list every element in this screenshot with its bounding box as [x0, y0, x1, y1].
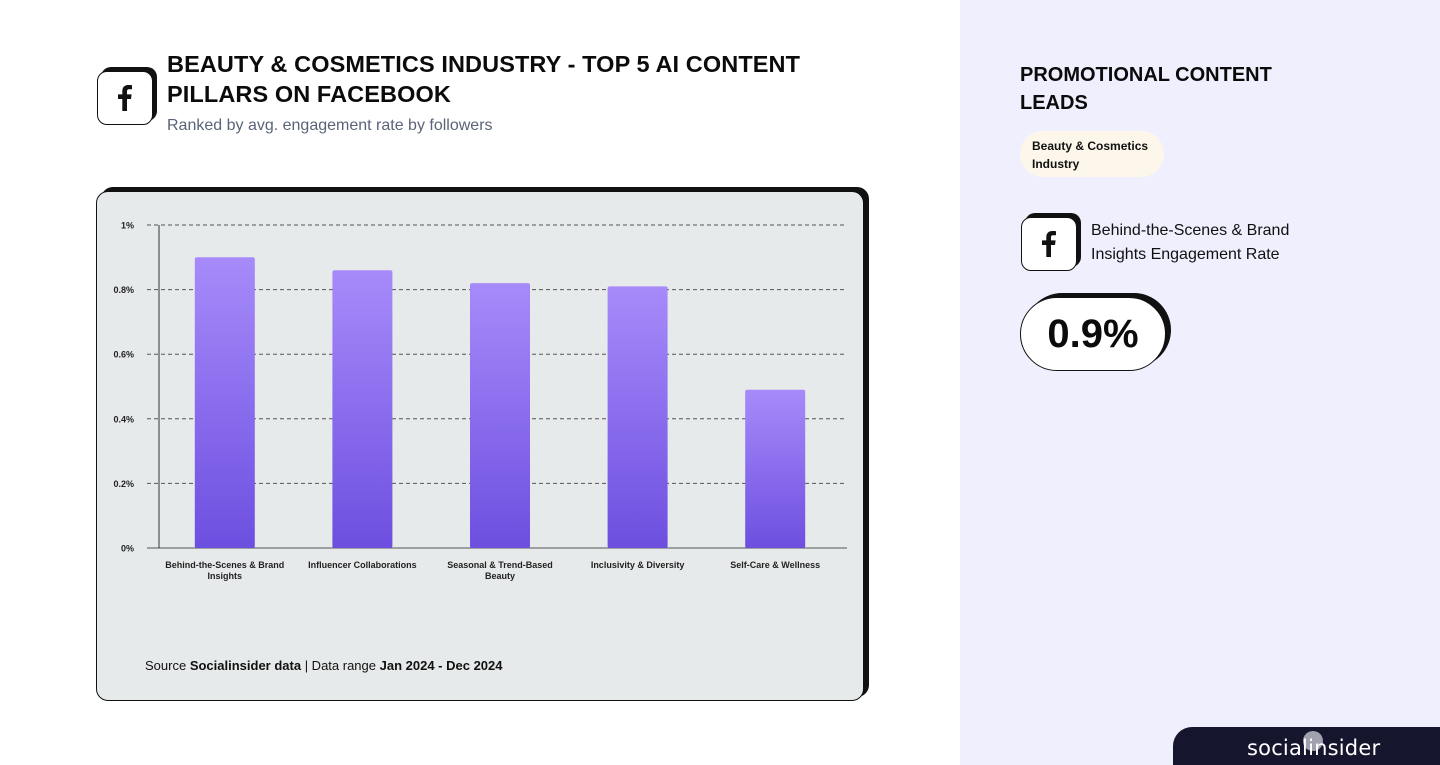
- bar: [607, 286, 668, 548]
- x-tick-label: Self-Care & Wellness: [730, 560, 820, 570]
- x-tick-label: Inclusivity & Diversity: [591, 560, 685, 570]
- x-tick-label: Influencer Collaborations: [308, 560, 417, 570]
- bar: [332, 270, 393, 548]
- source-range: Jan 2024 - Dec 2024: [379, 658, 503, 673]
- y-tick-label: 0.8%: [113, 285, 134, 295]
- chart-card: 0% 0.2% 0.4% 0.6% 0.8% 1% Behind-the-Scenes & …: [96, 191, 864, 701]
- y-tick-label: 0.4%: [113, 414, 134, 424]
- chart-subtitle: Ranked by avg. engagement rate by follow…: [167, 117, 493, 134]
- y-tick-label: 0.6%: [113, 350, 134, 360]
- facebook-icon: [1021, 217, 1077, 271]
- chart-title: BEAUTY & COSMETICS INDUSTRY - TOP 5 AI C…: [167, 51, 801, 107]
- facebook-icon: [97, 71, 153, 125]
- metric-value: 0.9%: [1020, 297, 1166, 371]
- bar: [470, 283, 530, 548]
- y-tick-label: 0.2%: [113, 479, 134, 489]
- bar-chart: 0% 0.2% 0.4% 0.6% 0.8% 1% Behind-the-Scenes & …: [113, 221, 847, 581]
- metric-label: Behind-the-Scenes & Brand Insights Engag…: [1091, 222, 1290, 263]
- bar: [194, 257, 255, 548]
- panel-heading: PROMOTIONAL CONTENT LEADS: [1020, 64, 1272, 114]
- insight-panel: PROMOTIONAL CONTENT LEADS Beauty & Cosme…: [960, 0, 1440, 765]
- source-prefix: Source: [145, 658, 190, 673]
- y-tick-label: 0%: [121, 544, 134, 554]
- brand-bar: socialinsider: [1173, 727, 1440, 765]
- source-note: Source Socialinsider data | Data range J…: [145, 658, 503, 673]
- brand-logo: socialinsider: [1247, 736, 1381, 760]
- industry-badge: Beauty & Cosmetics Industry: [1020, 131, 1164, 177]
- source-separator: | Data range: [301, 658, 380, 673]
- source-name: Socialinsider data: [189, 658, 302, 673]
- y-tick-label: 1%: [121, 221, 134, 231]
- brand-dot-icon: [1303, 731, 1323, 751]
- x-tick-label: Seasonal & Trend-Based Beauty: [447, 560, 553, 581]
- bar: [745, 389, 806, 548]
- x-tick-label: Behind-the-Scenes & Brand Insights: [165, 560, 284, 581]
